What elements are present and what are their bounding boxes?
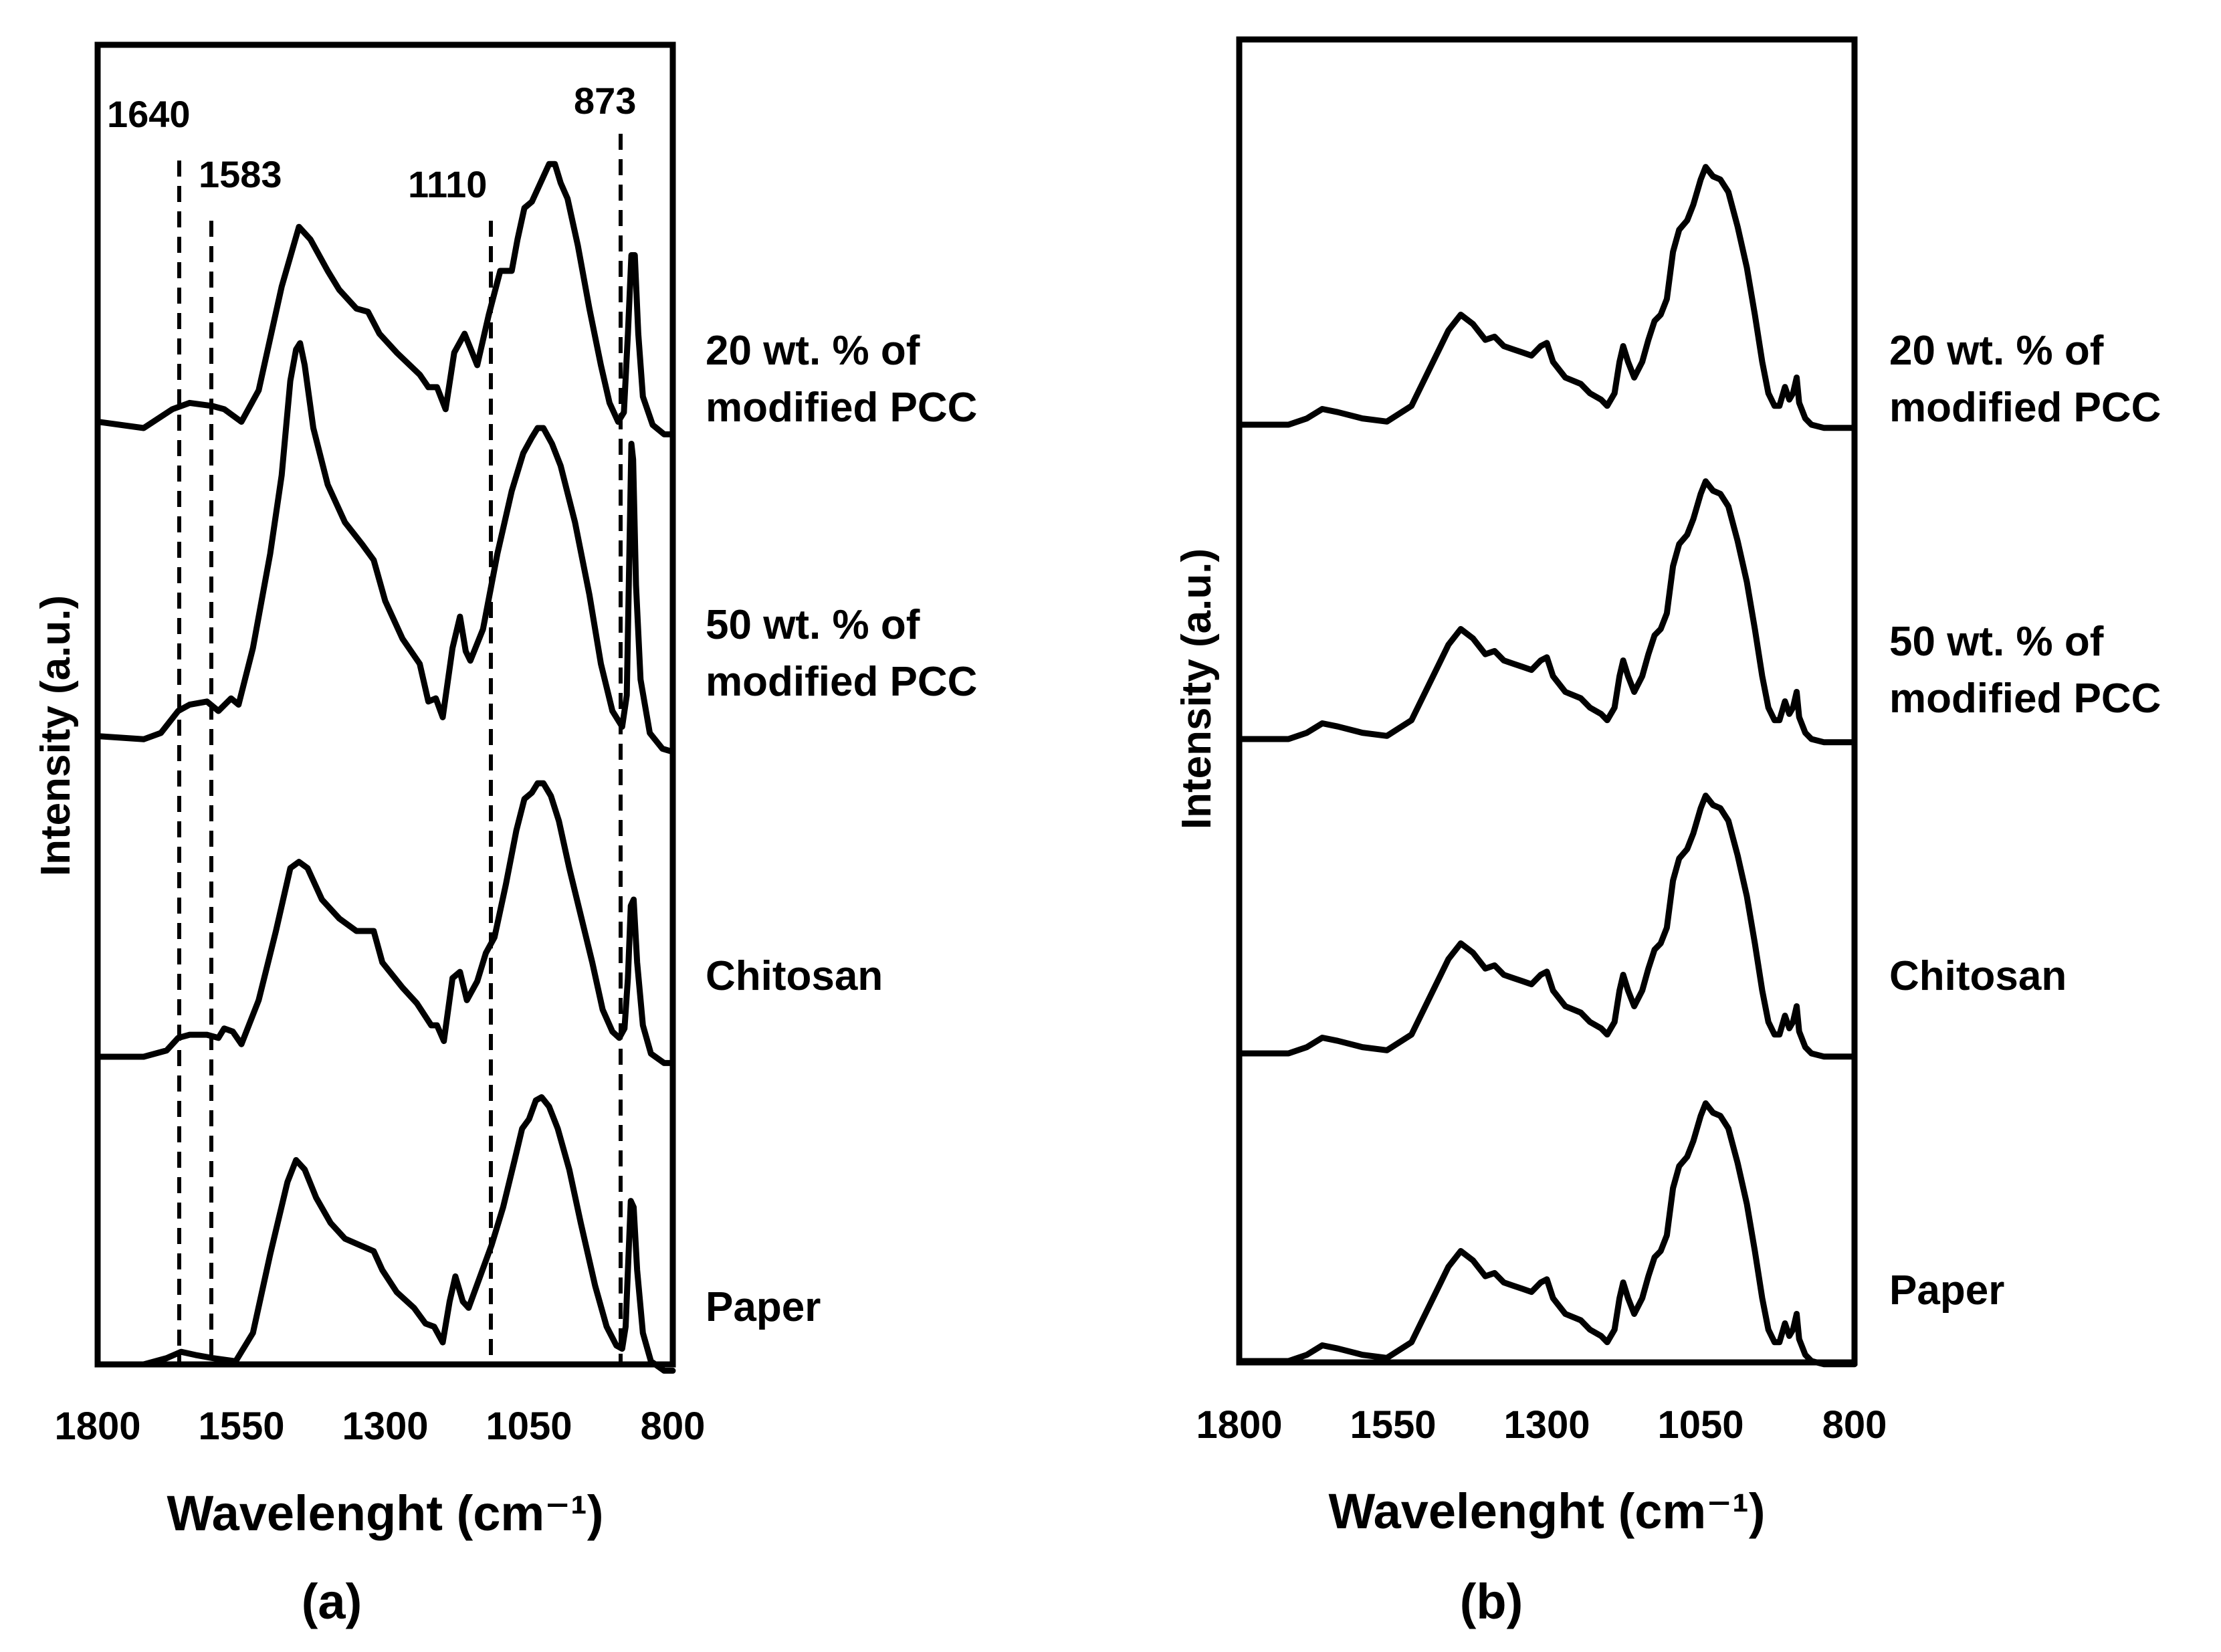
peak-label-1583: 1583 bbox=[199, 153, 282, 195]
panel-b-x-ticks: 1800 1550 1300 1050 800 bbox=[1196, 1403, 1887, 1447]
panel-a-series-label-chitosan: Chitosan bbox=[706, 953, 883, 999]
panel-a-tick-1800: 1800 bbox=[54, 1405, 140, 1448]
panel-b-series-label-20wt-line1: 20 wt. % of bbox=[1889, 328, 2104, 374]
panel-b-curve-chitosan bbox=[1236, 793, 1858, 1060]
panel-a-tick-1300: 1300 bbox=[342, 1405, 428, 1448]
panel-a-peak-labels: 1640 1583 1110 873 bbox=[107, 80, 636, 205]
panel-b-series-label-paper: Paper bbox=[1889, 1267, 2004, 1314]
panel-a: 1640 1583 1110 873 1800 1550 1300 1050 8… bbox=[33, 41, 977, 1629]
panel-a-series-label-50wt-line2: modified PCC bbox=[706, 659, 977, 705]
panel-a-series-label-paper: Paper bbox=[706, 1284, 821, 1330]
panel-a-curve-50wt bbox=[94, 340, 676, 755]
panel-a-label: (a) bbox=[302, 1574, 362, 1629]
panel-b: 1800 1550 1300 1050 800 Wavelenght (cm⁻¹… bbox=[1174, 36, 2161, 1629]
panel-b-x-axis-label: Wavelenght (cm⁻¹) bbox=[1328, 1483, 1765, 1539]
panel-b-tick-1800: 1800 bbox=[1196, 1403, 1282, 1447]
panel-b-curve-paper bbox=[1236, 1100, 1858, 1368]
panel-b-tick-1300: 1300 bbox=[1503, 1403, 1590, 1447]
panel-a-series-labels: 20 wt. % of modified PCC 50 wt. % of mod… bbox=[706, 328, 977, 1330]
panel-b-frame bbox=[1236, 36, 1858, 1366]
panel-b-tick-1050: 1050 bbox=[1657, 1403, 1743, 1447]
panel-b-y-axis-label: Intensity (a.u.) bbox=[1174, 548, 1220, 829]
panel-b-series-labels: 20 wt. % of modified PCC 50 wt. % of mod… bbox=[1889, 328, 2161, 1314]
panel-b-tick-1550: 1550 bbox=[1350, 1403, 1436, 1447]
panel-b-label: (b) bbox=[1460, 1574, 1523, 1629]
panel-b-series-label-50wt-line2: modified PCC bbox=[1889, 676, 2161, 722]
panel-a-series-label-20wt-line1: 20 wt. % of bbox=[706, 328, 920, 374]
panel-a-tick-800: 800 bbox=[641, 1405, 706, 1448]
panel-a-peak-lines bbox=[177, 134, 623, 1364]
peak-label-873: 873 bbox=[574, 80, 636, 122]
panel-b-tick-800: 800 bbox=[1822, 1403, 1887, 1447]
panel-b-curve-20wt bbox=[1236, 164, 1858, 431]
panel-b-curves bbox=[1236, 164, 1858, 1368]
panel-a-curves bbox=[94, 161, 676, 1374]
panel-b-series-label-20wt-line2: modified PCC bbox=[1889, 385, 2161, 431]
panel-a-x-axis-label: Wavelenght (cm⁻¹) bbox=[167, 1485, 603, 1541]
panel-a-frame bbox=[94, 41, 676, 1368]
panel-b-series-label-chitosan: Chitosan bbox=[1889, 953, 2067, 999]
panel-a-y-axis-label: Intensity (a.u.) bbox=[33, 595, 79, 876]
panel-a-curve-paper bbox=[94, 1094, 676, 1374]
panel-a-tick-1550: 1550 bbox=[198, 1405, 284, 1448]
panel-b-curve-50wt bbox=[1236, 478, 1858, 746]
panel-a-curve-20wt bbox=[94, 161, 676, 437]
panel-b-series-label-50wt-line1: 50 wt. % of bbox=[1889, 619, 2104, 665]
panel-a-series-label-20wt-line2: modified PCC bbox=[706, 385, 977, 431]
panel-a-tick-1050: 1050 bbox=[486, 1405, 572, 1448]
peak-label-1640: 1640 bbox=[107, 93, 191, 135]
panel-a-series-label-50wt-line1: 50 wt. % of bbox=[706, 602, 920, 648]
panel-a-x-ticks: 1800 1550 1300 1050 800 bbox=[54, 1405, 705, 1448]
peak-label-1110: 1110 bbox=[408, 163, 487, 205]
